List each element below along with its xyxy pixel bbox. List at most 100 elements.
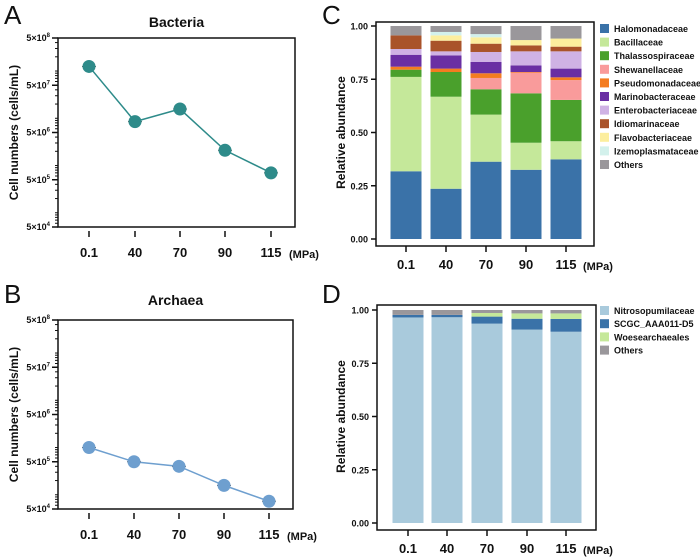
bar-segment-pseudomonadaceae-70 <box>470 73 502 78</box>
legend-label: Bacillaceae <box>614 38 663 48</box>
legend-swatch <box>600 51 609 61</box>
bar-segment-bacillaceae-0.1 <box>390 76 422 172</box>
bar-segment-thalassospiraceae-0.1 <box>390 69 422 77</box>
bar-segment-scgc-aaa011-d5-115 <box>550 318 582 332</box>
x-tick-label: 70 <box>480 541 494 556</box>
panel-d-archaea-composition-chart: D 0.00 0.25 0.50 0.75 1.00 Relative abundance 0… <box>322 279 695 557</box>
legend-swatch <box>600 146 609 156</box>
bar-segment-halomonadaceae-40 <box>430 188 462 239</box>
y-tick-label: 1.00 <box>350 22 368 32</box>
bar-segment-flavobacteriaceae-70 <box>470 37 502 44</box>
bar-segment-shewanellaceae-70 <box>470 77 502 90</box>
x-tick-label: 90 <box>520 541 534 556</box>
bar-segment-pseudomonadaceae-0.1 <box>390 66 422 70</box>
legend-swatch <box>600 92 609 101</box>
bar-segment-thalassospiraceae-70 <box>470 89 502 115</box>
panel-b-archaea-chart: B Archaea 5×108 5×107 5×106 5×105 5×104 Cell nu… <box>4 279 317 543</box>
bar-segment-others-0.1 <box>390 26 422 36</box>
y-tick-label: 5×107 <box>26 362 50 372</box>
legend-label: Thalassospiraceae <box>614 51 695 61</box>
legend-label: Izemoplasmataceae <box>614 146 699 156</box>
legend-swatch <box>600 345 609 355</box>
x-tick-label: 115 <box>259 527 280 542</box>
legend-label: SCGC_AAA011-D5 <box>614 319 694 329</box>
bar-segment-enterobacteriaceae-0.1 <box>390 49 422 55</box>
y-tick-label: 5×108 <box>26 315 50 325</box>
bar-segment-halomonadaceae-90 <box>510 169 542 239</box>
bar-segment-pseudomonadaceae-90 <box>510 72 542 73</box>
bar-segment-idiomarinaceae-70 <box>470 43 502 52</box>
bar-segment-idiomarinaceae-90 <box>510 45 542 52</box>
x-unit-label: (MPa) <box>287 531 317 543</box>
panel-letter: B <box>4 279 21 309</box>
panel-a-bacteria-chart: A Bacteria 5×108 5×107 5×106 5×105 5×104 Cell n… <box>4 0 319 261</box>
legend-label: Pseudomonadaceae <box>614 78 700 88</box>
y-axis-label: Cell numbers (cells/mL) <box>7 65 21 200</box>
bar-segment-others-40 <box>430 26 462 32</box>
bar-segment-scgc-aaa011-d5-0.1 <box>392 314 424 318</box>
legend-swatch <box>600 332 609 342</box>
series-line <box>88 65 272 174</box>
chart-title: Bacteria <box>149 14 204 30</box>
x-tick-label: 0.1 <box>80 527 98 542</box>
x-tick-label: 90 <box>519 257 533 272</box>
x-unit-label: (MPa) <box>289 249 319 261</box>
bar-segment-idiomarinaceae-0.1 <box>390 35 422 50</box>
bar-segment-flavobacteriaceae-115 <box>550 38 582 47</box>
y-tick-label: 0.25 <box>351 465 369 475</box>
bar-segment-halomonadaceae-115 <box>550 159 582 239</box>
legend-label: Halomonadaceae <box>614 24 688 34</box>
bar-segment-izemoplasmataceae-70 <box>470 34 502 38</box>
bar-segment-thalassospiraceae-40 <box>430 72 462 97</box>
bar-segment-shewanellaceae-115 <box>550 80 582 100</box>
legend-label: Flavobacteriaceae <box>614 133 692 143</box>
bar-segment-pseudomonadaceae-40 <box>430 68 462 73</box>
data-point-0.1 <box>82 59 96 73</box>
bar-segment-shewanellaceae-90 <box>510 72 542 94</box>
y-tick-label: 5×105 <box>26 457 50 467</box>
bar-segment-marinobacteraceae-70 <box>470 61 502 74</box>
x-tick-label: 0.1 <box>399 541 417 556</box>
y-axis-label: Relative abundance <box>334 360 348 473</box>
panel-letter: A <box>4 0 22 30</box>
bar-segment-woesearchaeales-70 <box>471 312 503 317</box>
bar-segment-bacillaceae-90 <box>510 142 542 170</box>
legend-label: Nitrosopumilaceae <box>614 306 695 316</box>
x-tick-label: 40 <box>127 527 141 542</box>
bar-segment-others-115 <box>550 310 582 314</box>
y-axis-label: Relative abundance <box>334 76 348 189</box>
legend-swatch <box>600 160 609 169</box>
bar-segment-enterobacteriaceae-70 <box>470 51 502 62</box>
chart-title: Archaea <box>148 292 203 308</box>
bar-segment-izemoplasmataceae-40 <box>430 31 462 36</box>
bar-segment-marinobacteraceae-90 <box>510 65 542 73</box>
y-tick-label: 5×106 <box>26 410 50 420</box>
x-tick-label: 0.1 <box>397 257 415 272</box>
x-tick-label: 40 <box>440 541 454 556</box>
bar-segment-idiomarinaceae-115 <box>550 46 582 52</box>
bar-segment-halomonadaceae-0.1 <box>390 171 422 239</box>
x-tick-label: 90 <box>217 527 231 542</box>
x-tick-label: 115 <box>556 257 577 272</box>
y-tick-label: 0.50 <box>350 128 368 138</box>
legend-swatch <box>600 132 609 142</box>
plot-frame <box>57 319 294 510</box>
bar-segment-scgc-aaa011-d5-70 <box>471 316 503 324</box>
bar-segment-others-70 <box>470 26 502 35</box>
data-point-115 <box>264 166 278 180</box>
bar-segment-enterobacteriaceae-90 <box>510 51 542 66</box>
legend-label: Others <box>614 346 643 356</box>
bar-segment-idiomarinaceae-40 <box>430 40 462 52</box>
y-tick-label: 5×106 <box>26 128 50 138</box>
bar-segment-flavobacteriaceae-90 <box>510 40 542 46</box>
bar-segment-halomonadaceae-70 <box>470 161 502 239</box>
bar-segment-woesearchaeales-90 <box>511 313 543 319</box>
bar-segment-nitrosopumilaceae-0.1 <box>392 317 424 523</box>
bar-segment-nitrosopumilaceae-70 <box>471 323 503 523</box>
legend-swatch <box>600 105 609 115</box>
bar-segment-bacillaceae-40 <box>430 96 462 189</box>
bar-segment-marinobacteraceae-0.1 <box>390 54 422 67</box>
bar-segment-enterobacteriaceae-40 <box>430 51 462 56</box>
bar-segment-pseudomonadaceae-115 <box>550 77 582 81</box>
